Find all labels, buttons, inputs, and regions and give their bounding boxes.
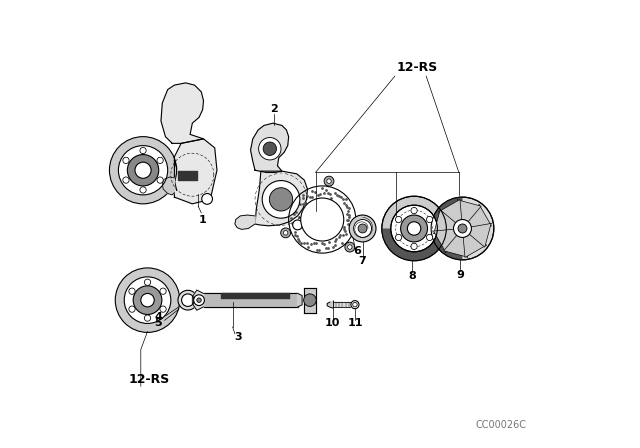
Circle shape xyxy=(303,294,316,306)
Circle shape xyxy=(396,216,402,223)
Circle shape xyxy=(145,315,150,321)
Text: 12-RS: 12-RS xyxy=(397,61,438,74)
Circle shape xyxy=(327,179,332,183)
Text: 7: 7 xyxy=(358,256,367,266)
Circle shape xyxy=(115,268,180,332)
Circle shape xyxy=(401,215,428,242)
Circle shape xyxy=(259,138,281,160)
Text: 5: 5 xyxy=(154,318,161,327)
Circle shape xyxy=(284,231,288,235)
Wedge shape xyxy=(431,197,463,260)
Circle shape xyxy=(353,220,371,237)
Circle shape xyxy=(124,277,171,323)
Polygon shape xyxy=(192,290,204,310)
Polygon shape xyxy=(434,210,463,233)
Polygon shape xyxy=(250,123,289,172)
Circle shape xyxy=(182,294,194,306)
Circle shape xyxy=(345,242,355,252)
Text: 4: 4 xyxy=(154,312,163,322)
Polygon shape xyxy=(463,228,486,258)
Circle shape xyxy=(118,146,168,195)
Circle shape xyxy=(145,279,150,285)
Polygon shape xyxy=(444,228,468,257)
Circle shape xyxy=(133,286,162,314)
Text: 2: 2 xyxy=(270,104,278,114)
Circle shape xyxy=(407,222,421,235)
Circle shape xyxy=(109,137,177,204)
Circle shape xyxy=(157,177,163,183)
Polygon shape xyxy=(327,301,333,308)
Polygon shape xyxy=(463,205,492,228)
Circle shape xyxy=(396,234,402,241)
Circle shape xyxy=(160,306,166,312)
Text: 3: 3 xyxy=(235,332,243,342)
Circle shape xyxy=(123,177,129,183)
Circle shape xyxy=(281,228,291,238)
Circle shape xyxy=(324,176,334,186)
Polygon shape xyxy=(255,171,307,226)
Circle shape xyxy=(458,224,467,233)
Polygon shape xyxy=(235,215,255,229)
Circle shape xyxy=(263,142,276,155)
Circle shape xyxy=(382,196,446,261)
Polygon shape xyxy=(458,200,481,228)
Circle shape xyxy=(426,234,433,241)
Text: 12-RS: 12-RS xyxy=(128,373,170,386)
Text: 6: 6 xyxy=(353,246,361,256)
Circle shape xyxy=(129,288,135,294)
Circle shape xyxy=(358,224,367,233)
Text: 8: 8 xyxy=(408,271,416,280)
Circle shape xyxy=(269,188,292,211)
Circle shape xyxy=(194,295,204,306)
Circle shape xyxy=(349,215,376,242)
Circle shape xyxy=(431,197,494,260)
Circle shape xyxy=(353,302,357,307)
Circle shape xyxy=(348,245,352,250)
Circle shape xyxy=(426,216,433,223)
Polygon shape xyxy=(433,228,463,252)
Circle shape xyxy=(391,205,437,252)
Polygon shape xyxy=(438,199,463,228)
Circle shape xyxy=(411,243,417,250)
Circle shape xyxy=(292,220,303,230)
Circle shape xyxy=(301,198,344,241)
Polygon shape xyxy=(161,83,204,143)
Text: 1: 1 xyxy=(199,215,207,224)
Text: 11: 11 xyxy=(347,319,363,328)
Circle shape xyxy=(135,162,151,178)
Circle shape xyxy=(141,293,154,307)
Circle shape xyxy=(129,306,135,312)
Polygon shape xyxy=(298,293,302,307)
Circle shape xyxy=(140,187,146,193)
Circle shape xyxy=(262,181,300,218)
Polygon shape xyxy=(463,224,491,247)
Circle shape xyxy=(140,147,146,154)
Circle shape xyxy=(178,290,198,310)
Circle shape xyxy=(454,220,472,237)
Wedge shape xyxy=(382,228,446,261)
Circle shape xyxy=(123,157,129,164)
Circle shape xyxy=(160,288,166,294)
Circle shape xyxy=(127,155,159,186)
Polygon shape xyxy=(163,177,174,195)
Polygon shape xyxy=(174,139,217,204)
Circle shape xyxy=(411,207,417,214)
Circle shape xyxy=(351,301,359,309)
Text: 9: 9 xyxy=(456,270,464,280)
Text: 10: 10 xyxy=(325,319,340,328)
Text: CC00026C: CC00026C xyxy=(475,420,526,430)
Circle shape xyxy=(157,157,163,164)
Circle shape xyxy=(202,194,212,204)
Circle shape xyxy=(196,298,201,302)
